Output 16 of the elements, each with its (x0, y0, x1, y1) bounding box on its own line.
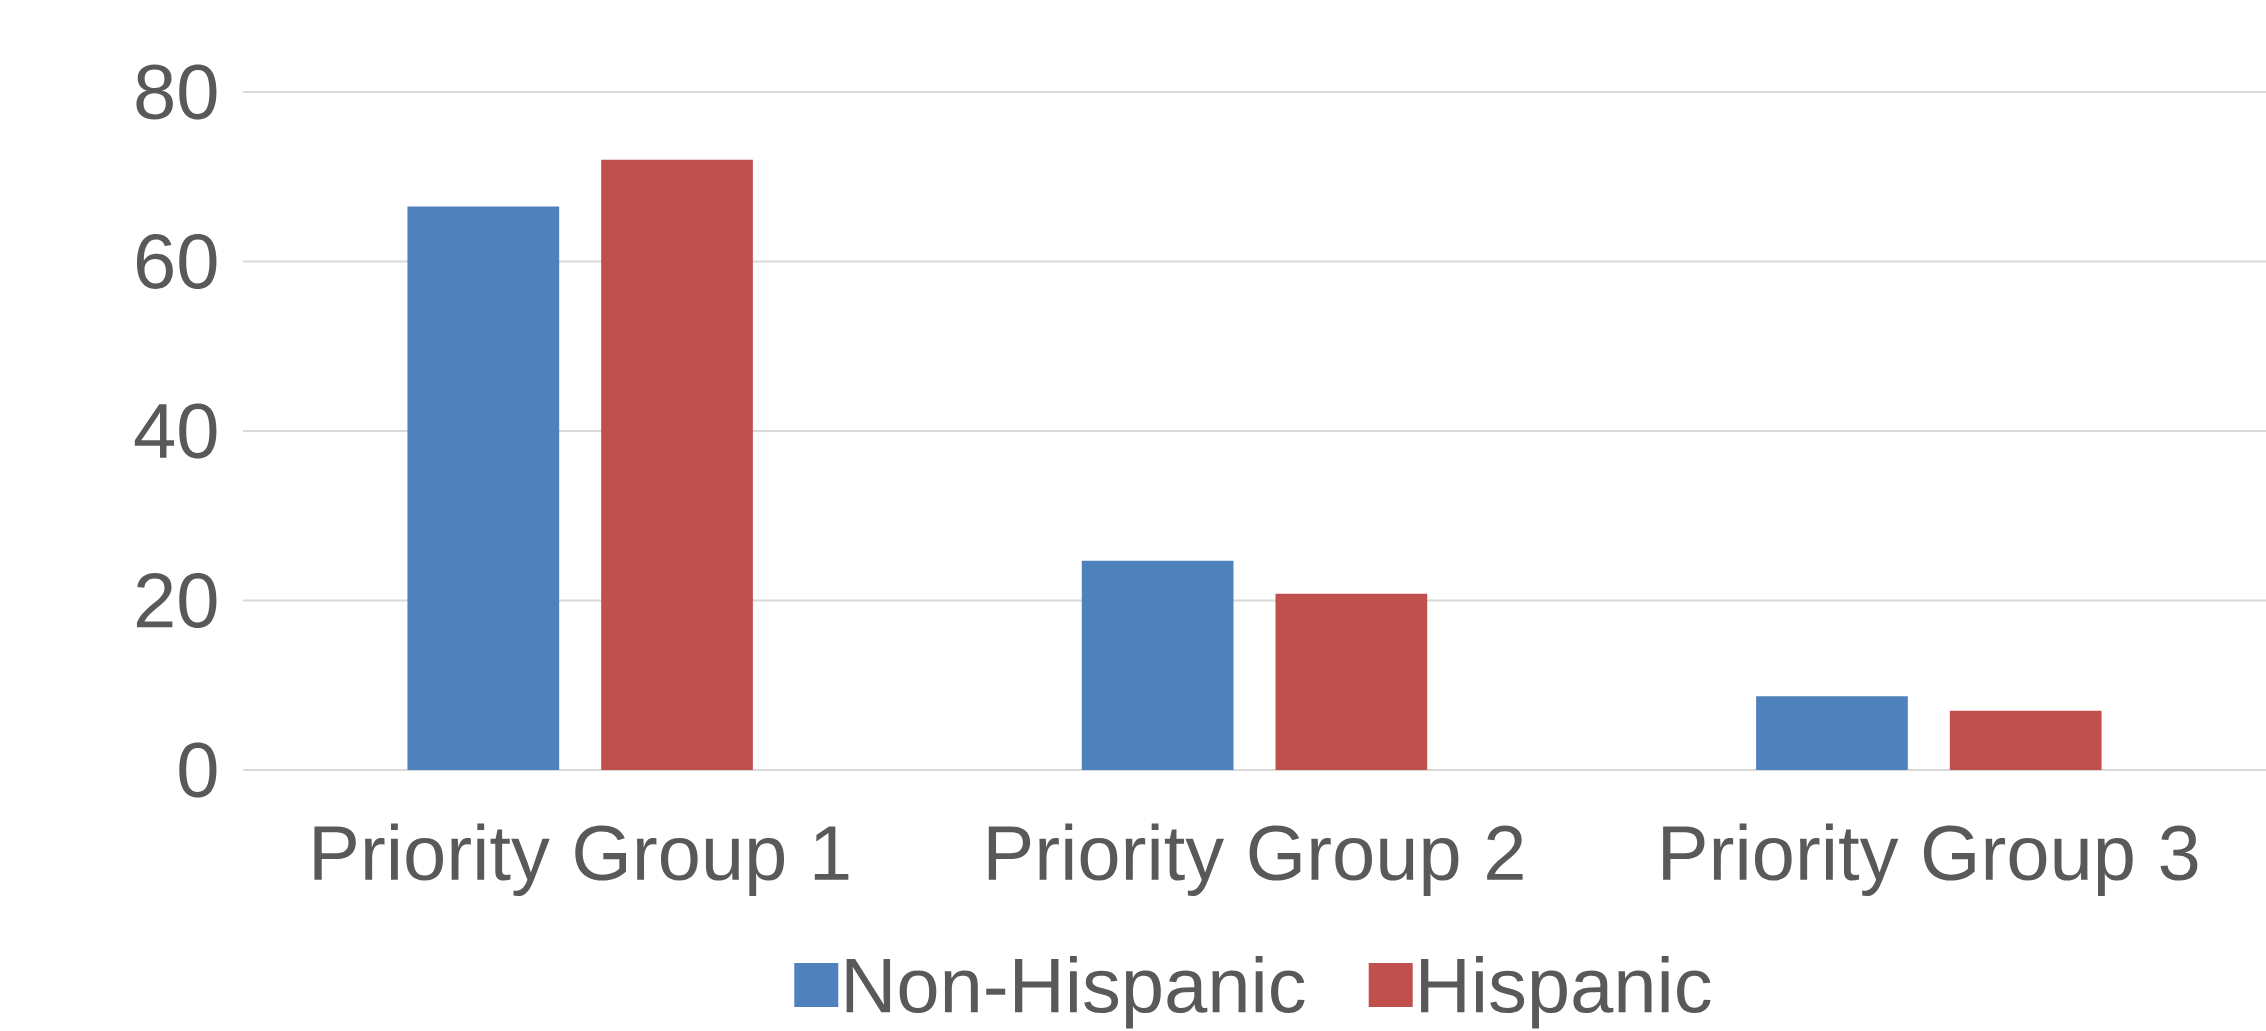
y-tick-label: 80 (136, 64, 217, 120)
bar (1275, 593, 1428, 770)
bar (601, 159, 753, 770)
bar (1949, 710, 2102, 770)
x-tick-label: Priority Group 1 (314, 823, 849, 896)
x-tick-label: Priority Group 2 (988, 823, 1523, 896)
legend-label: Hispanic (1421, 956, 1711, 1029)
bar (1081, 560, 1234, 770)
y-tick-label: 20 (136, 573, 217, 629)
bar (1756, 696, 1908, 770)
y-tick-label: 60 (137, 233, 217, 290)
bar (407, 206, 560, 770)
y-tick-label: 40 (134, 403, 217, 459)
y-tick-label: 0 (179, 742, 217, 798)
x-tick-label: Priority Group 3 (1663, 823, 2198, 896)
legend-label: Non-Hispanic (846, 956, 1305, 1029)
